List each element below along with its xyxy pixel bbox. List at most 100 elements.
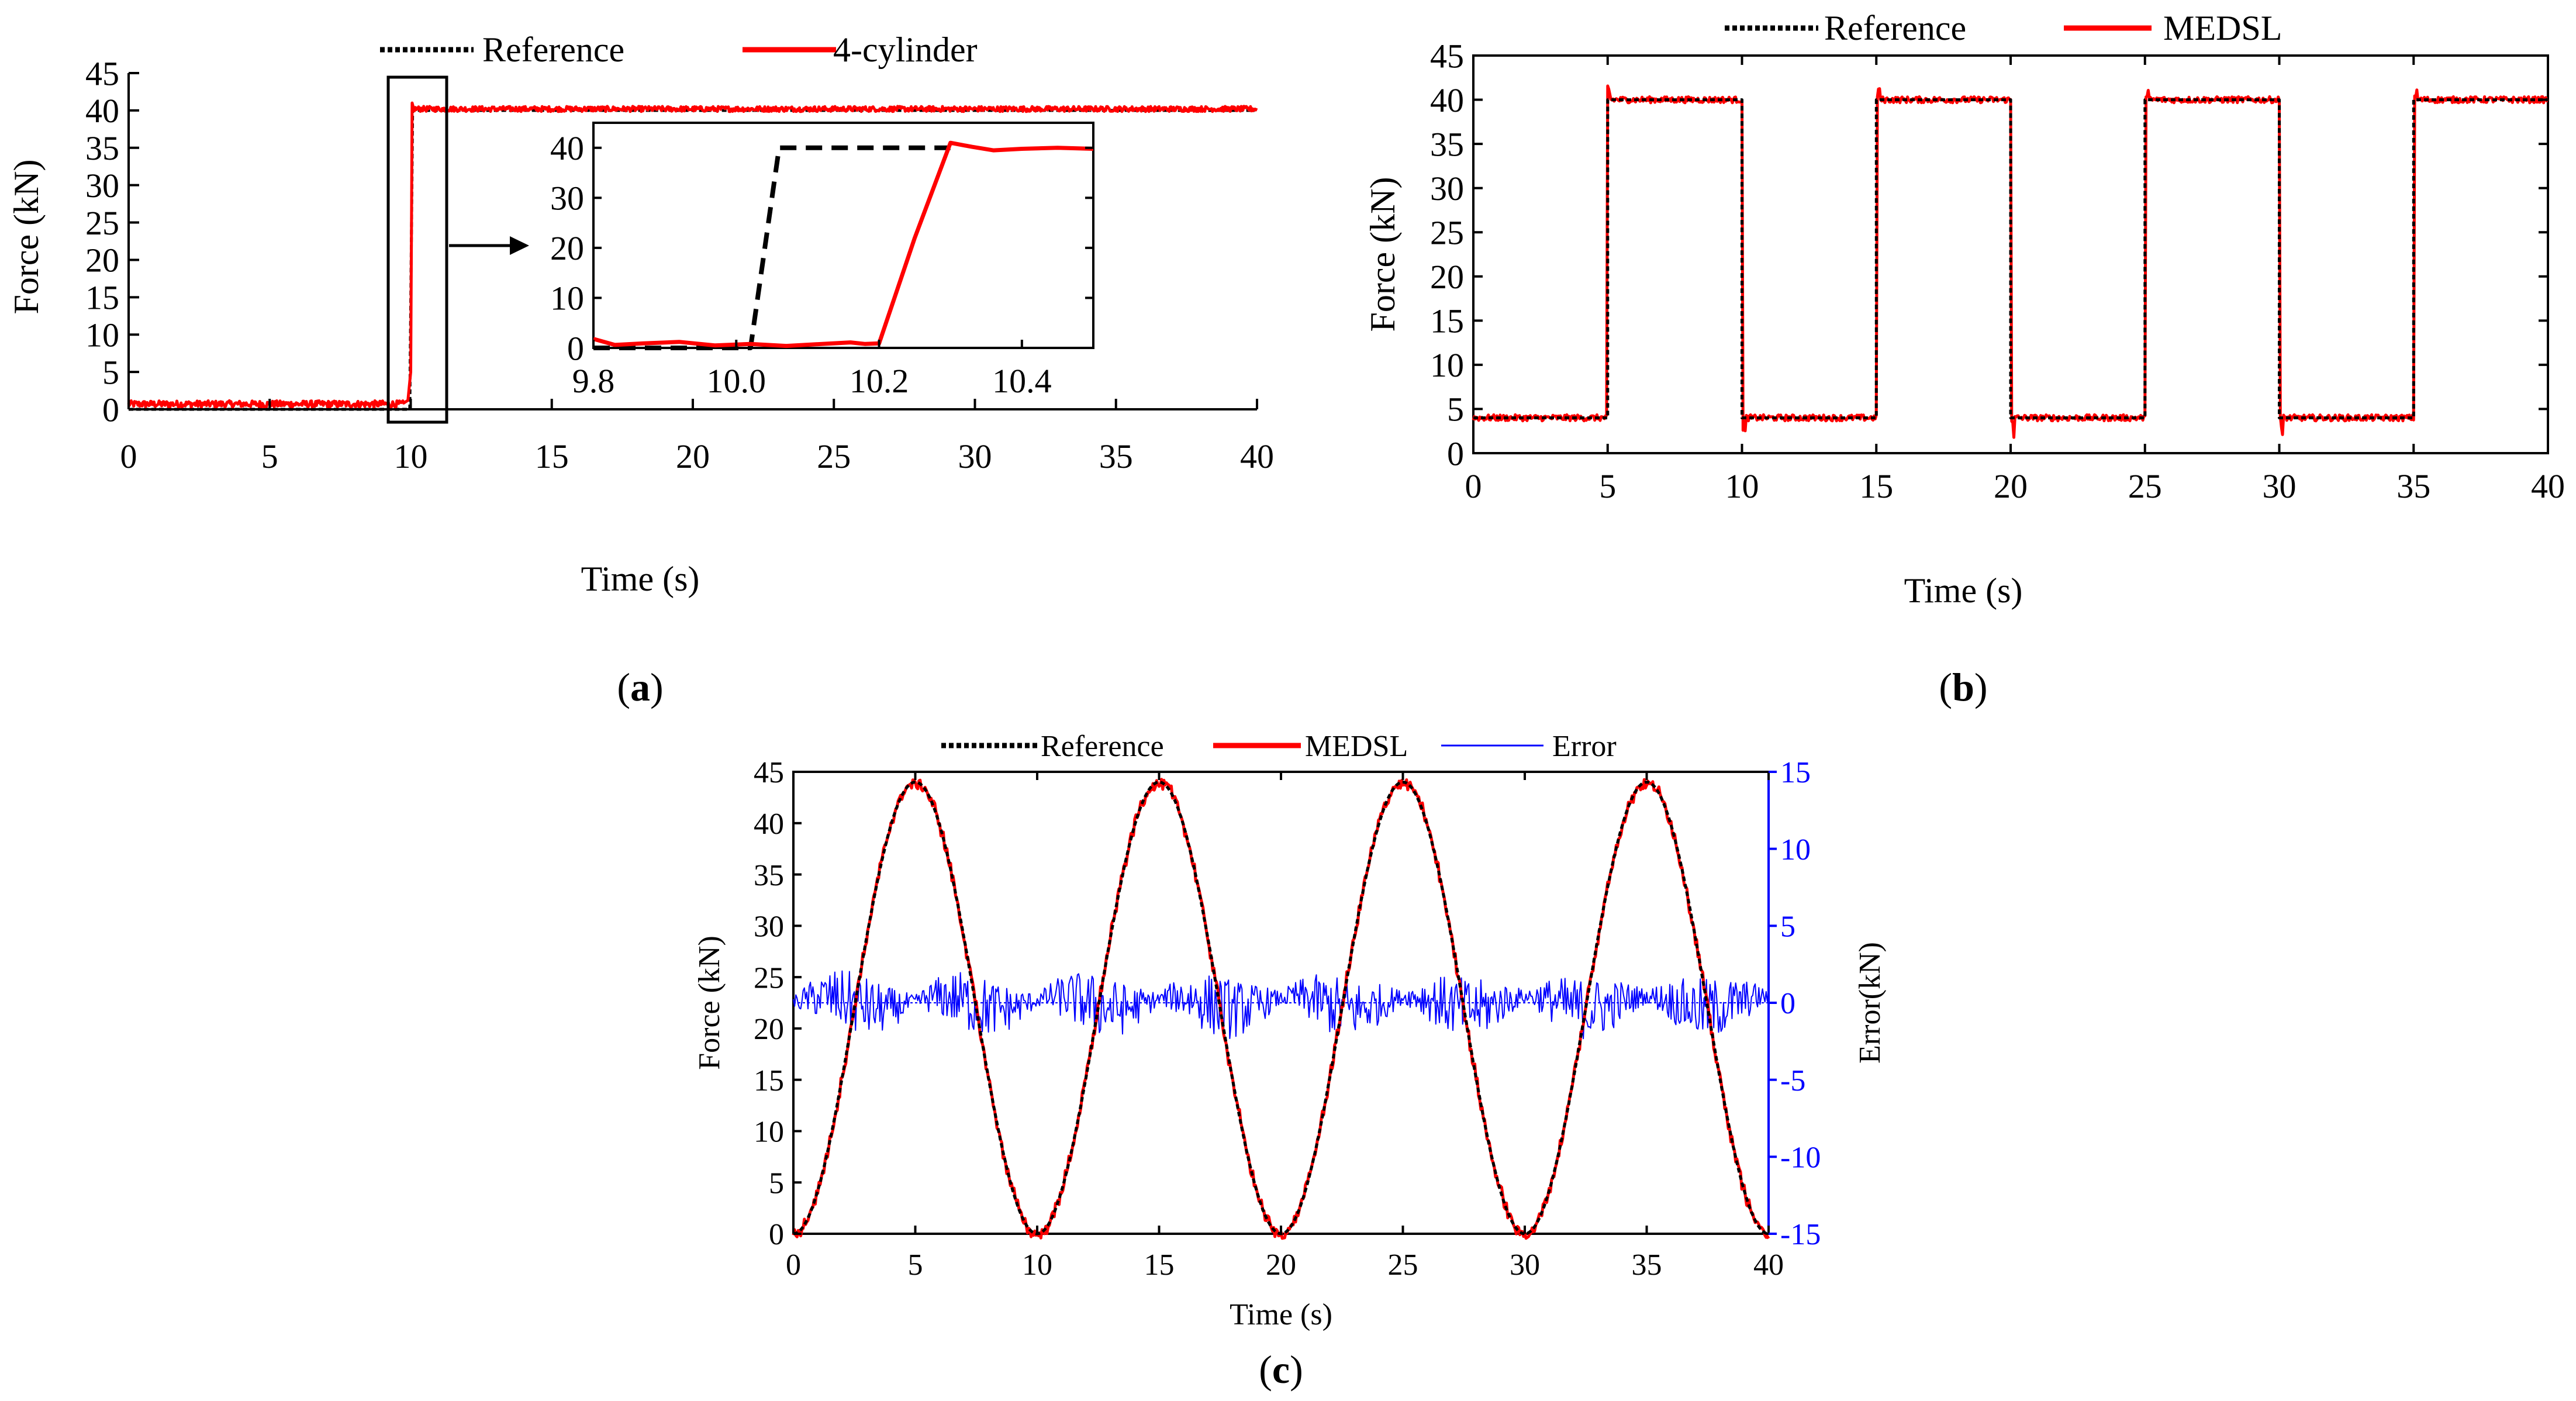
- medsl-series-line: [792, 778, 1770, 1240]
- panel-c-y-label: Force (kN): [693, 936, 726, 1070]
- inset-y-tick-label: 0: [567, 329, 584, 367]
- panel-c-y-tick-label: 0: [769, 1218, 784, 1251]
- panel-a-y-tick-label: 45: [85, 54, 119, 92]
- legend-reference-label: Reference: [1824, 9, 1966, 47]
- panel-a-caption: (a): [617, 665, 663, 709]
- panel-b-x-tick-label: 20: [1994, 467, 2028, 505]
- panel-c-y-tick-label: 30: [754, 910, 784, 944]
- panel-c-y-ticks: 0 5 10 15 20 25 30 35 40 45: [754, 756, 802, 1251]
- panel-b-y-tick-label: 30: [1430, 170, 1464, 208]
- panel-a-y-tick-label: 40: [85, 92, 119, 130]
- inset-y-tick-label: 40: [550, 129, 584, 167]
- panel-a-x-tick-label: 40: [1240, 437, 1274, 475]
- panel-a-y-tick-label: 0: [102, 391, 119, 429]
- panel-a-y-tick-label: 5: [102, 353, 119, 391]
- zoom-highlight-box: [386, 75, 448, 424]
- panel-a-y-tick-label: 30: [85, 167, 119, 205]
- panel-c-y2-tick-label: -15: [1780, 1218, 1821, 1251]
- panel-b-y-label: Force (kN): [1363, 177, 1402, 332]
- panel-b-x-label: Time (s): [1904, 571, 2023, 610]
- panel-a-x-ticks: 0 5 10 15 20 25 30 35 40: [120, 399, 1274, 475]
- panel-b-y-tick-label: 5: [1447, 391, 1464, 429]
- legend-error-label: Error: [1552, 730, 1617, 763]
- panel-c-caption: (c): [1259, 1347, 1303, 1392]
- panel-b-y-ticks: 0 5 10 15 20 25 30 35 40 45: [1430, 37, 2548, 472]
- panel-a-x-tick-label: 25: [817, 437, 851, 475]
- panel-a-x-tick-label: 15: [535, 437, 569, 475]
- panel-c-y-tick-label: 15: [754, 1064, 784, 1098]
- panel-c-x-tick-label: 0: [786, 1248, 801, 1282]
- reference-series-line: [793, 781, 1769, 1236]
- panel-a-legend: Reference 4-cylinder: [380, 30, 978, 69]
- legend-4-cylinder-label: 4-cylinder: [833, 30, 978, 69]
- panel-c-x-label: Time (s): [1230, 1298, 1332, 1331]
- panel-a-y-tick-label: 25: [85, 204, 119, 242]
- inset-plot-area: [593, 140, 1094, 350]
- panel-c-y-tick-label: 5: [769, 1167, 784, 1200]
- panel-c-x-tick-label: 10: [1022, 1248, 1052, 1282]
- panel-c-y2-tick-label: 15: [1780, 756, 1811, 789]
- inset-y-tick-label: 10: [550, 279, 584, 318]
- panel-a-x-tick-label: 0: [120, 437, 137, 475]
- panel-c-y-tick-label: 40: [754, 808, 784, 841]
- panel-b-x-tick-label: 40: [2531, 467, 2565, 505]
- panel-c-x-tick-label: 5: [908, 1248, 923, 1282]
- panel-b-x-tick-label: 25: [2128, 467, 2162, 505]
- panel-b-y-tick-label: 45: [1430, 37, 1464, 75]
- panel-a-y-tick-label: 20: [85, 241, 119, 279]
- panel-b-plot-area: [1472, 84, 2549, 439]
- panel-b-y-tick-label: 0: [1447, 434, 1464, 472]
- legend-medsl-label: MEDSL: [1305, 730, 1408, 763]
- panel-c-x-tick-label: 25: [1388, 1248, 1418, 1282]
- inset-x-tick-label: 10.0: [707, 362, 766, 400]
- inset-y-tick-label: 30: [550, 180, 584, 218]
- panel-c-y2-tick-label: 5: [1780, 910, 1795, 944]
- panel-b-y-tick-label: 15: [1430, 302, 1464, 340]
- legend-medsl-label: MEDSL: [2163, 9, 2282, 47]
- 4-cylinder-series-line: [127, 101, 1258, 409]
- zoom-arrow-head: [510, 236, 529, 255]
- inset-y-ticks: 0 10 20 30 40: [550, 129, 1093, 367]
- panel-c-x-ticks: 0 5 10 15 20 25 30 35 40: [786, 772, 1784, 1282]
- panel-c-y-tick-label: 20: [754, 1013, 784, 1046]
- panel-a-x-tick-label: 30: [958, 437, 992, 475]
- panel-b-y-tick-label: 40: [1430, 81, 1464, 119]
- panel-c-plot-area: [792, 778, 1770, 1240]
- reference-series-line: [1473, 98, 2548, 420]
- panel-a-x-tick-label: 10: [394, 437, 428, 475]
- panel-c-y-tick-label: 25: [754, 961, 784, 995]
- panel-a-y-tick-label: 10: [85, 316, 119, 354]
- inset-x-ticks: 9.8 10.0 10.2 10.4: [572, 340, 1052, 400]
- panel-c-y2-tick-label: -10: [1780, 1141, 1821, 1175]
- panel-c-y-tick-label: 45: [754, 756, 784, 789]
- panel-c-x-tick-label: 20: [1266, 1248, 1296, 1282]
- panel-b-x-tick-label: 15: [1859, 467, 1893, 505]
- inset-reference-series-line: [593, 145, 951, 350]
- panel-b-y-tick-label: 25: [1430, 214, 1464, 252]
- panel-b-legend: Reference MEDSL: [1725, 9, 2282, 47]
- panel-b-y-tick-label: 20: [1430, 258, 1464, 296]
- panel-c-x-tick-label: 35: [1632, 1248, 1662, 1282]
- panel-b-x-ticks: 0 5 10 15 20 25 30 35 40: [1465, 56, 2565, 505]
- panel-c-y2-ticks: -15 -10 -5 0 5 10 15: [1769, 756, 1821, 1251]
- panel-b-x-tick-label: 10: [1725, 467, 1759, 505]
- inset-x-tick-label: 9.8: [572, 362, 615, 400]
- panel-a-y-tick-label: 35: [85, 129, 119, 167]
- panel-b-x-tick-label: 30: [2263, 467, 2297, 505]
- panel-b-x-tick-label: 0: [1465, 467, 1482, 505]
- panel-a-y-label: Force (kN): [7, 160, 46, 315]
- inset-plot: 9.8 10.0 10.2 10.4 0 10 20 30 40: [550, 122, 1094, 400]
- panel-c-y2-label: Error(kN): [1853, 942, 1887, 1064]
- panel-c-x-tick-label: 30: [1510, 1248, 1540, 1282]
- panel-a-x-tick-label: 5: [261, 437, 278, 475]
- panel-b-x-tick-label: 35: [2397, 467, 2430, 505]
- panel-c-y2-tick-label: -5: [1780, 1064, 1805, 1098]
- inset-4-cylinder-series-line: [593, 140, 1094, 348]
- inset-frame: [592, 122, 1094, 349]
- legend-reference-label: Reference: [482, 30, 624, 69]
